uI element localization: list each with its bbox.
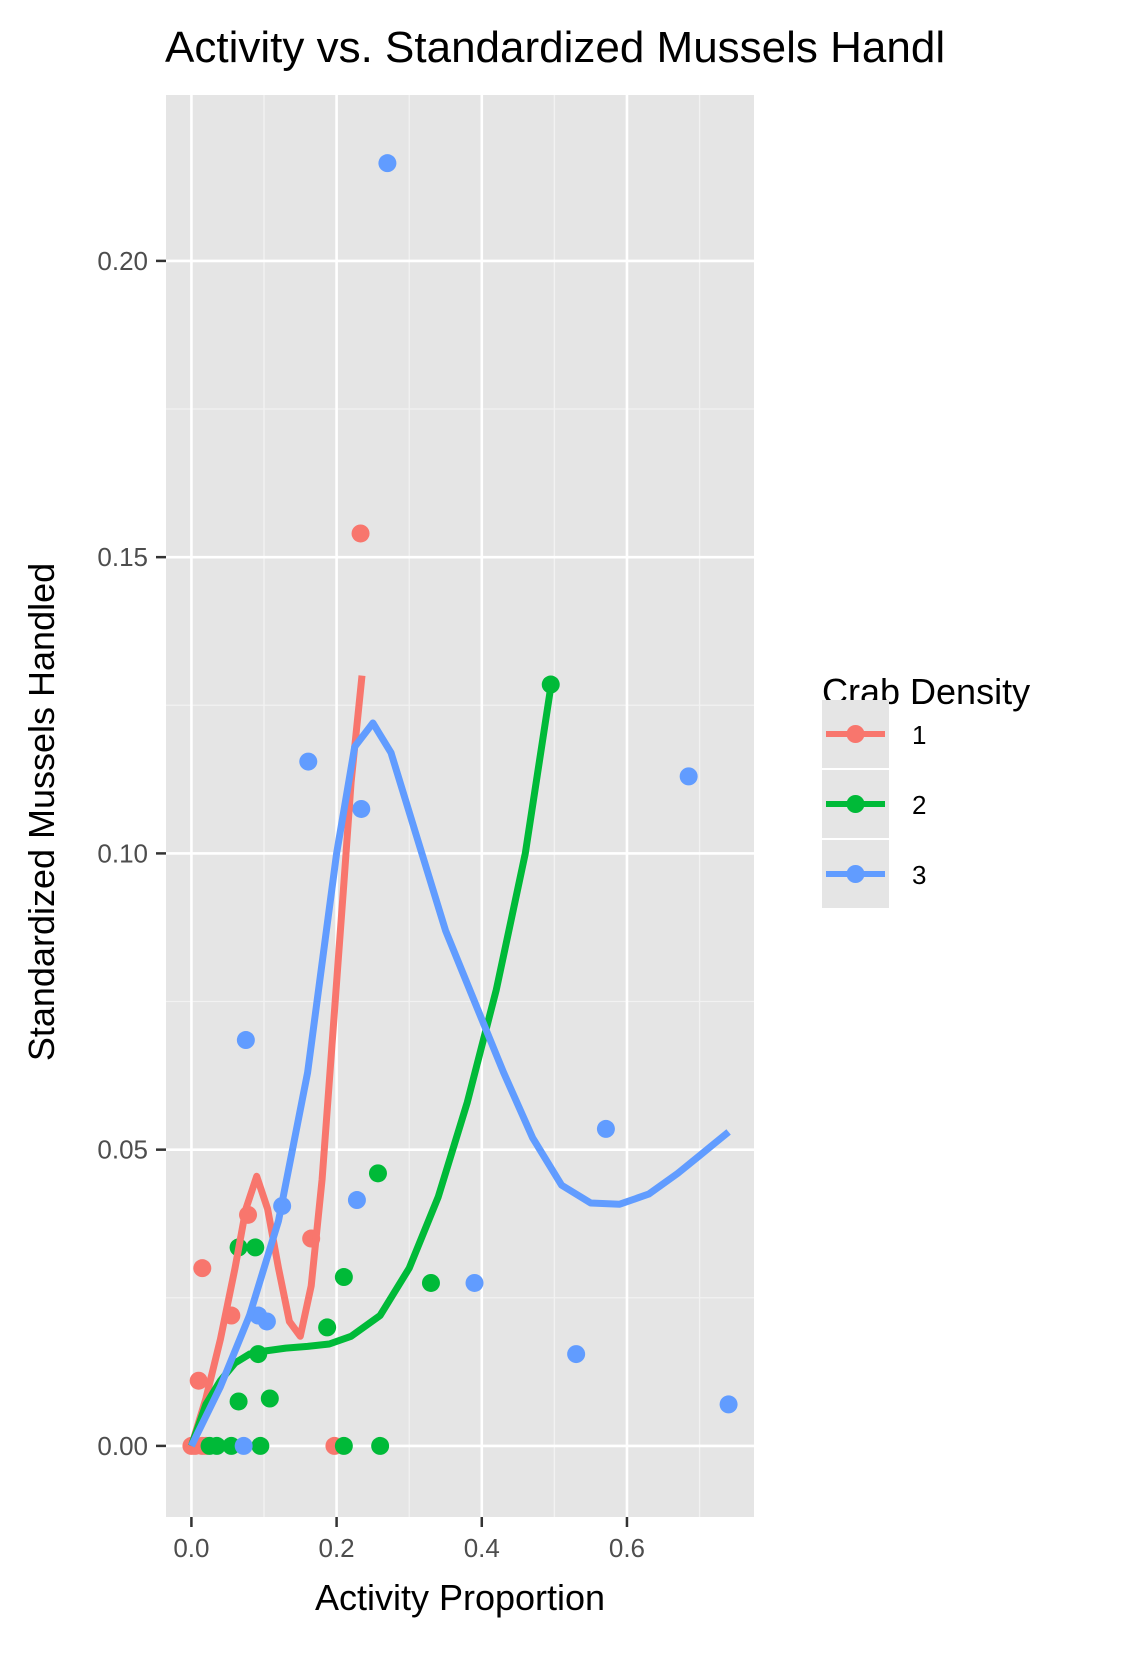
- data-point: [189, 1371, 208, 1390]
- data-point: [318, 1318, 337, 1337]
- data-point: [229, 1392, 248, 1411]
- data-point: [334, 1436, 353, 1455]
- legend-key-2: [822, 770, 889, 838]
- data-point: [352, 799, 371, 818]
- data-point: [207, 1436, 226, 1455]
- y-tick-label: 0.05: [97, 1135, 148, 1165]
- data-point: [347, 1191, 366, 1210]
- x-tick-label: 0.4: [464, 1533, 500, 1563]
- data-point: [251, 1436, 270, 1455]
- legend-label: 1: [912, 720, 926, 750]
- data-point: [260, 1389, 279, 1408]
- y-axis: 0.00 0.05 0.10 0.15 0.20: [97, 246, 166, 1461]
- chart-title: Activity vs. Standardized Mussels Handl: [165, 23, 945, 72]
- data-point: [222, 1436, 241, 1455]
- data-point: [421, 1273, 440, 1292]
- data-point: [299, 752, 318, 771]
- series-2-points: [200, 675, 560, 1455]
- data-point: [567, 1345, 586, 1364]
- y-tick-label: 0.00: [97, 1431, 148, 1461]
- x-tick-label: 0.0: [173, 1533, 209, 1563]
- data-point: [236, 1031, 255, 1050]
- y-tick-label: 0.15: [97, 542, 148, 572]
- legend: Crab Density 123: [822, 671, 1030, 908]
- data-point: [257, 1312, 276, 1331]
- plot-panel: [166, 95, 754, 1517]
- series-3-smooth-line: [188, 719, 731, 1448]
- data-point: [368, 1164, 387, 1183]
- legend-label: 3: [912, 860, 926, 890]
- data-point: [465, 1273, 484, 1292]
- legend-key-point: [846, 865, 865, 883]
- legend-label: 2: [912, 790, 926, 820]
- y-axis-title: Standardized Mussels Handled: [21, 563, 62, 1061]
- data-point: [246, 1238, 265, 1257]
- data-point: [378, 154, 397, 173]
- x-tick-label: 0.2: [319, 1533, 355, 1563]
- data-point: [234, 1436, 253, 1455]
- series-3-points: [234, 154, 738, 1455]
- data-point: [371, 1436, 390, 1455]
- data-point: [193, 1259, 212, 1278]
- y-tick-label: 0.20: [97, 246, 148, 276]
- x-axis: 0.0 0.2 0.4 0.6: [173, 1517, 645, 1563]
- data-point: [334, 1268, 353, 1287]
- series-1-smooth-line: [188, 675, 366, 1447]
- data-point: [719, 1395, 738, 1414]
- data-point: [351, 524, 370, 543]
- data-point: [541, 675, 560, 694]
- legend-key-point: [846, 725, 865, 743]
- x-axis-title: Activity Proportion: [315, 1577, 605, 1618]
- y-tick-label: 0.10: [97, 838, 148, 868]
- data-point: [596, 1119, 615, 1138]
- legend-key-3: [822, 840, 889, 908]
- x-tick-label: 0.6: [609, 1533, 645, 1563]
- legend-key-1: [822, 700, 889, 768]
- data-point: [679, 767, 698, 786]
- legend-key-point: [846, 795, 865, 813]
